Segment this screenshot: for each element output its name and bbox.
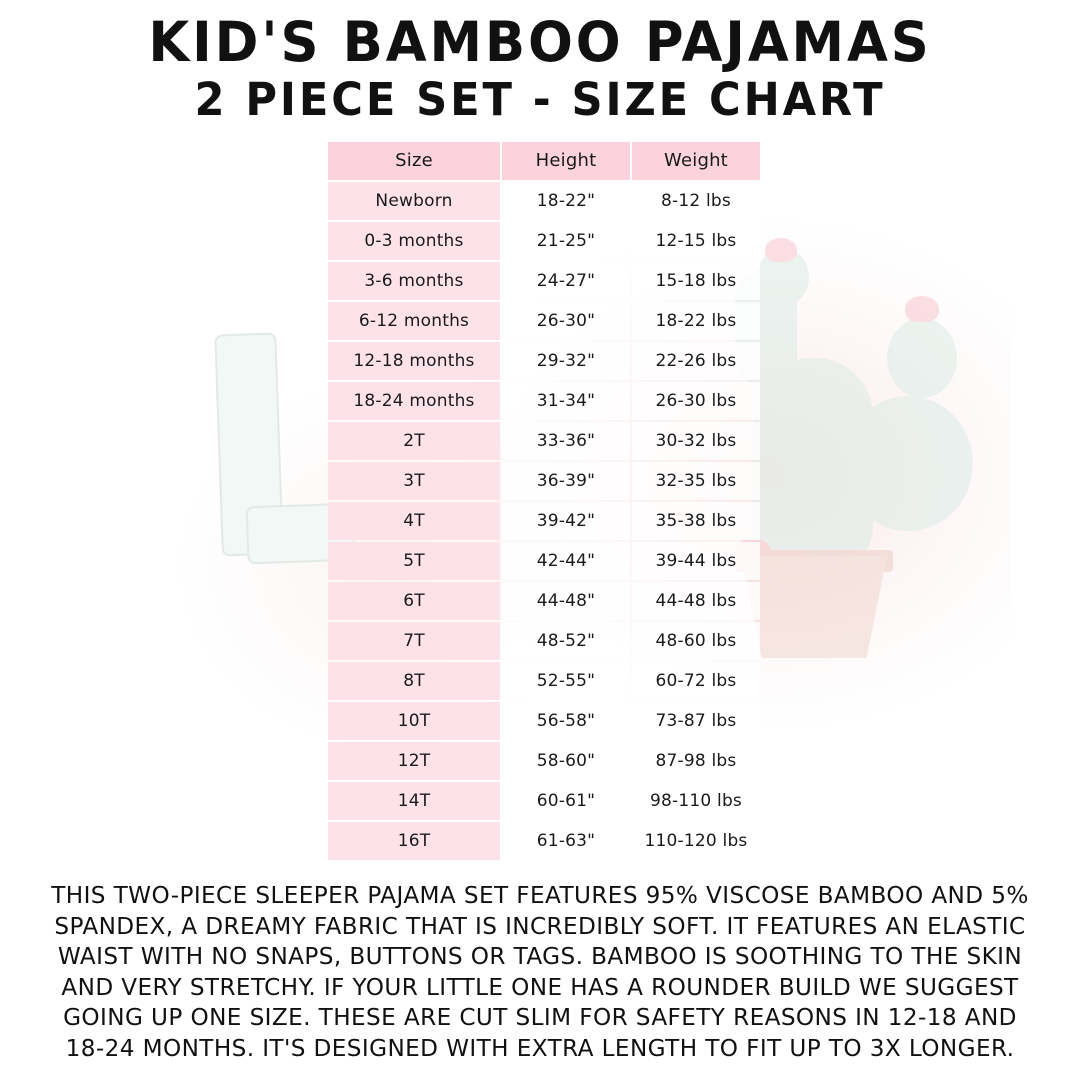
cell-weight: 44-48 lbs [632, 581, 760, 620]
cell-weight: 12-15 lbs [632, 221, 760, 260]
cell-weight: 87-98 lbs [632, 741, 760, 780]
cell-size: 18-24 months [328, 381, 500, 420]
cell-height: 31-34" [502, 381, 630, 420]
cell-height: 18-22" [502, 181, 630, 220]
page-title: KID'S BAMBOO PAJAMAS [148, 10, 932, 74]
cell-size: 4T [328, 501, 500, 540]
cell-weight: 18-22 lbs [632, 301, 760, 340]
cell-weight: 26-30 lbs [632, 381, 760, 420]
cell-size: 3-6 months [328, 261, 500, 300]
cell-size: 7T [328, 621, 500, 660]
cell-size: Newborn [328, 181, 500, 220]
table-row: 8T 52-55" 60-72 lbs [328, 661, 760, 700]
table-row: 2T 33-36" 30-32 lbs [328, 421, 760, 460]
cell-weight: 35-38 lbs [632, 501, 760, 540]
cell-height: 21-25" [502, 221, 630, 260]
table-row: 3T 36-39" 32-35 lbs [328, 461, 760, 500]
table-row: 12-18 months 29-32" 22-26 lbs [328, 341, 760, 380]
cell-size: 2T [328, 421, 500, 460]
table-row: 4T 39-42" 35-38 lbs [328, 501, 760, 540]
table-body: Newborn 18-22" 8-12 lbs 0-3 months 21-25" 12-… [328, 181, 760, 860]
cell-weight: 73-87 lbs [632, 701, 760, 740]
page-subtitle: 2 PIECE SET - SIZE CHART [194, 73, 886, 127]
cell-size: 6-12 months [328, 301, 500, 340]
column-header-weight: Weight [632, 141, 760, 180]
cell-height: 48-52" [502, 621, 630, 660]
cell-height: 42-44" [502, 541, 630, 580]
table-row: 12T 58-60" 87-98 lbs [328, 741, 760, 780]
cell-height: 39-42" [502, 501, 630, 540]
cell-weight: 30-32 lbs [632, 421, 760, 460]
table-row: 6T 44-48" 44-48 lbs [328, 581, 760, 620]
cell-weight: 32-35 lbs [632, 461, 760, 500]
cell-size: 6T [328, 581, 500, 620]
cell-height: 36-39" [502, 461, 630, 500]
cell-weight: 39-44 lbs [632, 541, 760, 580]
cell-weight: 60-72 lbs [632, 661, 760, 700]
cell-size: 0-3 months [328, 221, 500, 260]
size-chart-table: Size Height Weight Newborn 18-22" 8-12 lbs… [326, 140, 762, 862]
cell-size: 14T [328, 781, 500, 820]
cell-weight: 8-12 lbs [632, 181, 760, 220]
cell-height: 24-27" [502, 261, 630, 300]
table-row: 5T 42-44" 39-44 lbs [328, 541, 760, 580]
cell-weight: 110-120 lbs [632, 821, 760, 860]
table-row: 3-6 months 24-27" 15-18 lbs [328, 261, 760, 300]
cell-height: 60-61" [502, 781, 630, 820]
table-row: Newborn 18-22" 8-12 lbs [328, 181, 760, 220]
cell-height: 33-36" [502, 421, 630, 460]
cell-size: 3T [328, 461, 500, 500]
cell-size: 12-18 months [328, 341, 500, 380]
cell-height: 44-48" [502, 581, 630, 620]
table-row: 14T 60-61" 98-110 lbs [328, 781, 760, 820]
cell-height: 56-58" [502, 701, 630, 740]
cell-weight: 48-60 lbs [632, 621, 760, 660]
table-row: 18-24 months 31-34" 26-30 lbs [328, 381, 760, 420]
product-description: THIS TWO-PIECE SLEEPER PAJAMA SET FEATUR… [51, 880, 1029, 1062]
table-row: 10T 56-58" 73-87 lbs [328, 701, 760, 740]
size-chart-table-wrapper: Size Height Weight Newborn 18-22" 8-12 lbs… [326, 140, 760, 862]
cell-size: 12T [328, 741, 500, 780]
table-row: 7T 48-52" 48-60 lbs [328, 621, 760, 660]
cell-size: 8T [328, 661, 500, 700]
cell-weight: 15-18 lbs [632, 261, 760, 300]
table-row: 6-12 months 26-30" 18-22 lbs [328, 301, 760, 340]
cell-size: 10T [328, 701, 500, 740]
cell-size: 5T [328, 541, 500, 580]
page-title-block: KID'S BAMBOO PAJAMAS 2 PIECE SET - SIZE … [0, 0, 1080, 124]
column-header-height: Height [502, 141, 630, 180]
cell-height: 58-60" [502, 741, 630, 780]
cell-height: 29-32" [502, 341, 630, 380]
table-row: 16T 61-63" 110-120 lbs [328, 821, 760, 860]
cell-size: 16T [328, 821, 500, 860]
column-header-size: Size [328, 141, 500, 180]
table-header: Size Height Weight [328, 141, 760, 180]
cell-height: 52-55" [502, 661, 630, 700]
cell-height: 26-30" [502, 301, 630, 340]
cell-height: 61-63" [502, 821, 630, 860]
table-row: 0-3 months 21-25" 12-15 lbs [328, 221, 760, 260]
cell-weight: 22-26 lbs [632, 341, 760, 380]
cell-weight: 98-110 lbs [632, 781, 760, 820]
table-header-row: Size Height Weight [328, 141, 760, 180]
